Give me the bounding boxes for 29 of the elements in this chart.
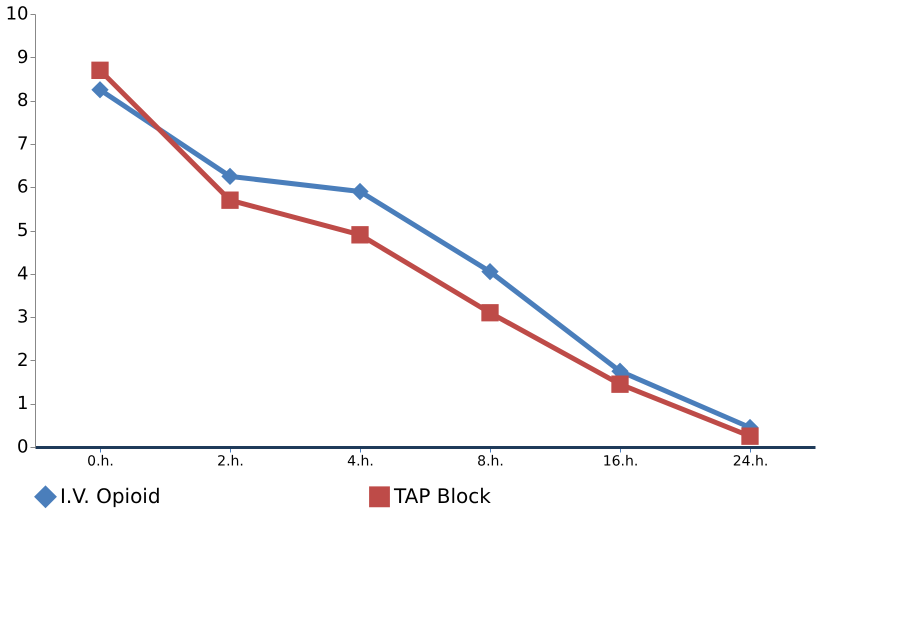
point	[221, 192, 239, 209]
x-tick-label: 8.h.	[477, 454, 504, 470]
point	[351, 226, 369, 244]
y-tick-label: 6	[17, 176, 28, 198]
y-tick-label: 7	[17, 133, 28, 154]
x-tick-label: 4.h.	[347, 454, 374, 470]
y-tick-label: 2	[17, 350, 28, 371]
x-tick-label: 24.h.	[732, 454, 768, 470]
x-tick-label: 16.h.	[602, 454, 638, 470]
point	[91, 62, 109, 79]
y-tick-label: 10	[6, 4, 28, 24]
y-tick-label: 8	[17, 90, 28, 112]
point	[481, 304, 499, 322]
point	[221, 168, 239, 186]
legend-label: I.V. Opioid	[60, 484, 161, 508]
point	[481, 262, 499, 280]
y-tick-label: 0	[17, 436, 28, 458]
point	[611, 376, 629, 393]
y-tick-label: 1	[17, 393, 28, 414]
y-tick-label: 5	[17, 220, 28, 241]
point	[91, 81, 109, 98]
x-tick-label: 2.h.	[217, 454, 244, 470]
point	[351, 182, 369, 200]
point	[741, 428, 759, 445]
y-tick-label: 4	[17, 263, 28, 284]
legend-label: TAP Block	[393, 484, 492, 508]
y-tick-label: 3	[17, 306, 28, 328]
y-tick-label: 9	[17, 46, 28, 68]
x-tick-label: 0.h.	[87, 454, 114, 470]
